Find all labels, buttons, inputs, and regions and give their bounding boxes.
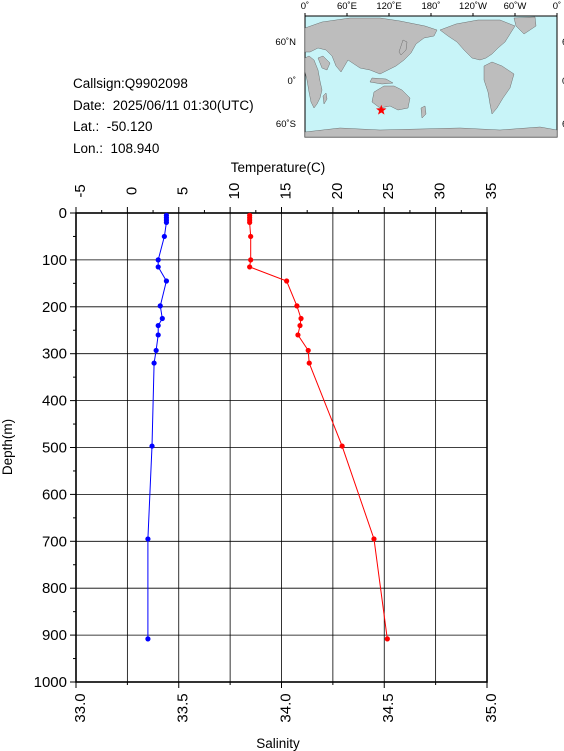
map-longitude-label: 60˚W — [504, 1, 527, 12]
salinity-point — [155, 332, 161, 338]
temperature-tick-label: 20 — [329, 183, 346, 200]
depth-tick-label: 200 — [42, 299, 67, 316]
temperature-point — [306, 360, 312, 366]
callsign-label: Callsign:Q9902098 — [73, 76, 188, 91]
temperature-point — [248, 233, 254, 240]
depth-tick-label: 1000 — [34, 674, 67, 691]
date-label: Date: 2025/06/11 01:30(UTC) — [73, 97, 254, 113]
longitude-label: Lon.: 108.940 — [73, 140, 160, 156]
temperature-tick-label: 30 — [432, 183, 449, 200]
depth-tick-label: 600 — [42, 486, 67, 503]
temperature-point — [294, 303, 300, 309]
temperature-tick-label: 15 — [277, 183, 294, 200]
map-longitude-label: 180˚ — [421, 1, 440, 12]
float-location-star-icon — [376, 104, 387, 115]
temperature-point — [247, 264, 253, 270]
temperature-tick-label: 25 — [380, 183, 397, 200]
depth-tick-label: 500 — [42, 440, 67, 457]
map-longitude-label: 120˚E — [376, 1, 401, 12]
salinity-tick-label: 34.0 — [277, 693, 294, 722]
map-longitude-label: 60˚E — [337, 1, 357, 12]
salinity-point — [153, 347, 159, 354]
map-latitude-label-left: 60˚S — [276, 119, 296, 130]
salinity-line — [147, 215, 167, 639]
salinity-point — [155, 264, 161, 270]
salinity-tick-label: 33.5 — [175, 693, 192, 722]
location-map: 0˚ 60˚E 120˚E 180˚ 120˚W 60˚W 0˚ 60˚N 60˚N 0˚ 0˚ 60… — [275, 1, 564, 138]
temperature-tick-label: -5 — [72, 184, 89, 197]
map-graticule-labels: 0˚ 60˚E 120˚E 180˚ 120˚W 60˚W 0˚ 60˚N 60˚N 0˚ 0˚ 60… — [275, 1, 564, 130]
map-longitude-label: 120˚W — [459, 1, 487, 12]
latitude-label: Lat.: -50.120 — [73, 119, 153, 134]
salinity-point — [157, 303, 163, 309]
salinity-point — [163, 219, 170, 225]
temperature-point — [295, 332, 301, 338]
temperature-tick-label: 35 — [483, 183, 500, 200]
temperature-point — [298, 315, 304, 322]
salinity-point — [163, 278, 170, 284]
salinity-point — [145, 636, 151, 642]
temperature-point — [297, 322, 303, 329]
map-latitude-label-left: 0˚ — [288, 76, 296, 87]
float-info: Callsign:Q9902098 Date: 2025/06/11 01:30… — [73, 73, 254, 159]
map-latitude-label-right: 0˚ — [562, 76, 564, 87]
map-marker-layer — [376, 104, 387, 115]
salinity-tick-label: 35.0 — [483, 693, 500, 722]
axis-ticks: -5 0 5 10 15 20 25 30 35 33.0 33.5 34.0 34.5 35.0 0 100… — [34, 183, 500, 723]
temperature-point — [339, 443, 345, 449]
depth-tick-label: 300 — [42, 346, 67, 363]
data-series — [145, 212, 390, 642]
salinity-point — [151, 360, 157, 366]
salinity-point — [155, 322, 161, 329]
temperature-tick-label: 5 — [175, 187, 192, 195]
depth-tick-label: 100 — [42, 252, 67, 269]
map-latitude-label-right: 60˚S — [562, 119, 564, 130]
salinity-point — [149, 443, 155, 449]
map-longitude-label: 0˚ — [553, 1, 561, 12]
temperature-tick-label: 10 — [226, 183, 243, 200]
salinity-point — [145, 536, 151, 542]
temperature-point — [384, 636, 390, 642]
map-latitude-label-right: 60˚N — [562, 37, 564, 48]
depth-tick-label: 700 — [42, 533, 67, 550]
salinity-point — [161, 233, 167, 240]
depth-tick-label: 800 — [42, 580, 67, 597]
temperature-point — [305, 347, 311, 354]
depth-axis-label: Depth(m) — [0, 419, 15, 475]
temperature-tick-label: 0 — [123, 187, 140, 195]
map-longitude-label: 0˚ — [301, 1, 309, 12]
temperature-point — [371, 536, 377, 542]
depth-tick-label: 400 — [42, 393, 67, 410]
depth-tick-label: 0 — [59, 205, 67, 222]
temperature-point — [248, 257, 254, 263]
temperature-axis-label: Temperature(C) — [231, 160, 326, 175]
grid — [75, 212, 488, 683]
depth-tick-label: 900 — [42, 627, 67, 644]
temperature-point — [247, 219, 253, 225]
salinity-tick-label: 34.5 — [380, 693, 397, 722]
temperature-line — [249, 215, 388, 639]
salinity-tick-label: 33.0 — [72, 693, 89, 722]
map-latitude-label-left: 60˚N — [275, 37, 296, 48]
salinity-point — [159, 315, 165, 322]
map-land — [304, 16, 558, 138]
salinity-point — [155, 257, 161, 263]
salinity-axis-label: Salinity — [256, 736, 300, 751]
temperature-point — [284, 278, 290, 284]
